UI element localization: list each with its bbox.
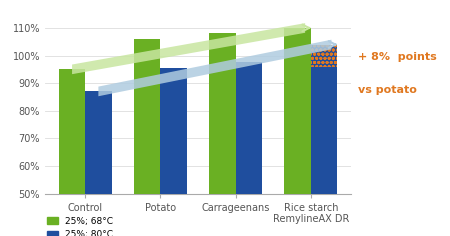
Bar (311, 67, 337, 194)
Text: + 8%  points: + 8% points (358, 52, 436, 62)
Polygon shape (72, 23, 305, 74)
Bar (209, 34, 236, 194)
Text: vs potato: vs potato (358, 85, 417, 95)
Bar (160, 68, 187, 194)
Polygon shape (99, 40, 332, 96)
Bar (59, 69, 85, 194)
Bar (284, 28, 311, 194)
Bar (85, 91, 112, 194)
Legend: 25%; 68°C, 25%; 80°C: 25%; 68°C, 25%; 80°C (43, 213, 117, 236)
Bar (311, 45, 337, 67)
Bar (236, 63, 262, 194)
Bar (134, 39, 160, 194)
